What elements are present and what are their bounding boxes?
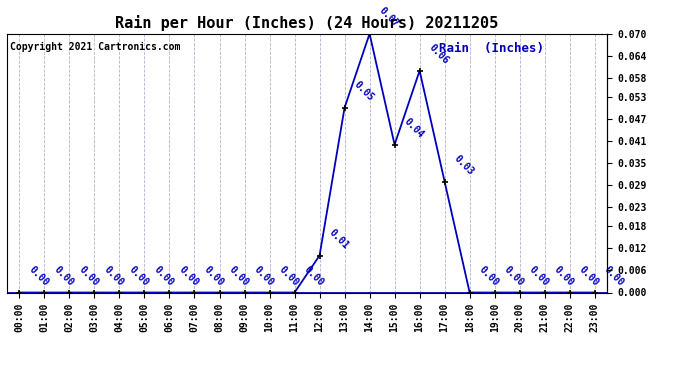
Text: 0.04: 0.04 <box>402 117 426 140</box>
Text: 0.00: 0.00 <box>602 264 626 288</box>
Text: 0.06: 0.06 <box>427 43 451 66</box>
Text: Rain  (Inches): Rain (Inches) <box>439 42 544 54</box>
Text: 0.05: 0.05 <box>352 80 376 103</box>
Title: Rain per Hour (Inches) (24 Hours) 20211205: Rain per Hour (Inches) (24 Hours) 202112… <box>115 15 499 31</box>
Text: 0.00: 0.00 <box>552 264 576 288</box>
Text: 0.00: 0.00 <box>52 264 76 288</box>
Text: 0.00: 0.00 <box>127 264 150 288</box>
Text: 0.00: 0.00 <box>152 264 176 288</box>
Text: 0.03: 0.03 <box>452 153 476 177</box>
Text: 0.07: 0.07 <box>377 6 401 29</box>
Text: 0.00: 0.00 <box>527 264 551 288</box>
Text: 0.00: 0.00 <box>102 264 126 288</box>
Text: 0.00: 0.00 <box>302 264 326 288</box>
Text: 0.00: 0.00 <box>177 264 201 288</box>
Text: 0.00: 0.00 <box>277 264 301 288</box>
Text: 0.00: 0.00 <box>477 264 501 288</box>
Text: 0.00: 0.00 <box>502 264 526 288</box>
Text: Copyright 2021 Cartronics.com: Copyright 2021 Cartronics.com <box>10 42 180 51</box>
Text: 0.00: 0.00 <box>252 264 276 288</box>
Text: 0.00: 0.00 <box>27 264 50 288</box>
Text: 0.00: 0.00 <box>77 264 101 288</box>
Text: 0.00: 0.00 <box>202 264 226 288</box>
Text: 0.01: 0.01 <box>327 227 351 251</box>
Text: 0.00: 0.00 <box>227 264 250 288</box>
Text: 0.00: 0.00 <box>578 264 601 288</box>
